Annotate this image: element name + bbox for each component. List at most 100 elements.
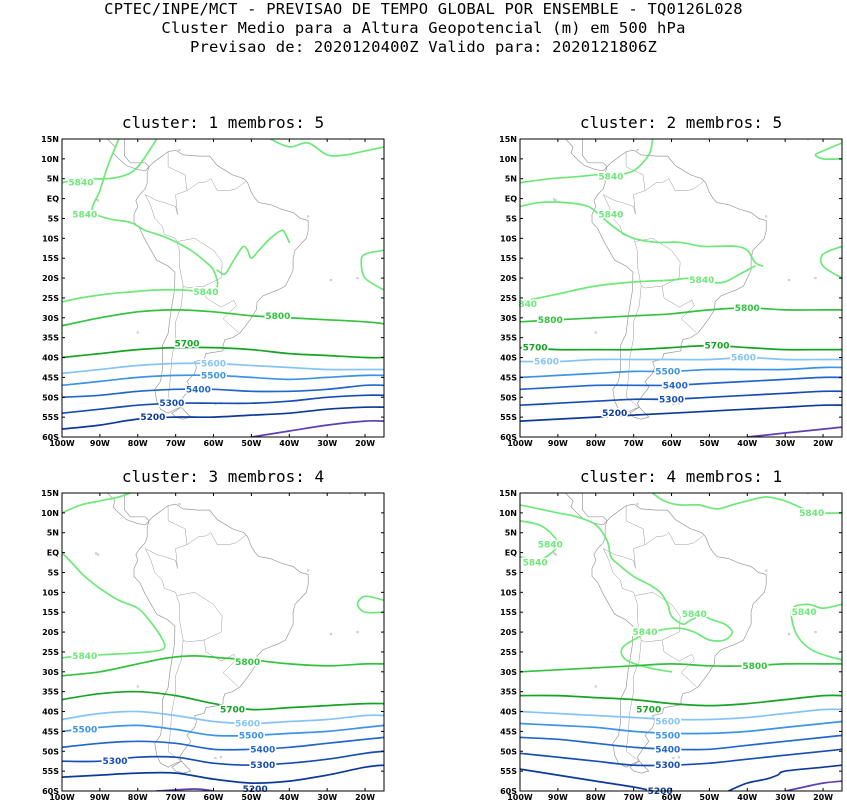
axis-layer: 15N10N5NEQ5S10S15S20S25S30S35S40S45S50S5… bbox=[41, 489, 384, 802]
contour-label-5300: 5300 bbox=[655, 761, 680, 771]
contour-5600 bbox=[520, 356, 842, 363]
island bbox=[96, 553, 100, 556]
lat-label: 5S bbox=[48, 568, 60, 577]
lon-label: 70W bbox=[166, 793, 186, 802]
country-border bbox=[614, 554, 636, 569]
contour-label-5800: 5800 bbox=[265, 312, 290, 322]
contour-label-5300: 5300 bbox=[250, 761, 275, 771]
lon-label: 30W bbox=[317, 793, 337, 802]
lon-label: 20W bbox=[355, 793, 375, 802]
country-border bbox=[156, 554, 178, 569]
lon-label: 60W bbox=[204, 439, 224, 448]
contour-5800 bbox=[520, 307, 842, 323]
contour-5300 bbox=[62, 394, 384, 415]
lon-label: 50W bbox=[241, 439, 261, 448]
contour-label-5400: 5400 bbox=[655, 745, 680, 755]
country-border bbox=[668, 532, 704, 545]
lat-label: 35S bbox=[500, 334, 517, 343]
tierra-del-fuego-coast bbox=[171, 760, 192, 774]
lat-label: 5N bbox=[505, 175, 517, 184]
contour-label-5500: 5500 bbox=[72, 725, 97, 735]
contour-5200 bbox=[62, 764, 384, 785]
contour-5600 bbox=[62, 710, 384, 725]
island bbox=[765, 569, 768, 572]
tierra-del-fuego-coast bbox=[629, 406, 650, 420]
lon-label: 80W bbox=[586, 439, 606, 448]
lat-label: 35S bbox=[42, 688, 59, 697]
island bbox=[636, 502, 639, 506]
lat-label: 10N bbox=[499, 155, 517, 164]
island bbox=[765, 215, 768, 218]
lat-label: 30S bbox=[42, 314, 59, 323]
island bbox=[329, 632, 333, 636]
map-frame bbox=[61, 492, 385, 792]
contour-label-5300: 5300 bbox=[103, 757, 128, 767]
country-border bbox=[625, 151, 646, 215]
contour-label-5800: 5800 bbox=[538, 316, 563, 326]
island bbox=[554, 553, 558, 556]
contour-5100 bbox=[746, 426, 842, 437]
lon-label: 30W bbox=[775, 793, 795, 802]
country-border bbox=[661, 285, 697, 333]
lat-label: 60S bbox=[500, 787, 517, 796]
contour-label-5840: 5840 bbox=[68, 179, 93, 189]
lat-label: 60S bbox=[500, 433, 517, 442]
island bbox=[214, 756, 217, 760]
country-border bbox=[602, 548, 634, 593]
panel-4-title: cluster: 4 membros: 1 bbox=[579, 467, 783, 486]
lat-label: 25S bbox=[42, 648, 59, 657]
lat-label: 40S bbox=[42, 354, 59, 363]
country-border bbox=[668, 178, 704, 191]
contour-label-5700: 5700 bbox=[704, 342, 729, 352]
country-border bbox=[210, 178, 246, 191]
contour-label-5400: 5400 bbox=[663, 381, 688, 391]
contour-5840 bbox=[520, 201, 764, 267]
contour-layer bbox=[520, 493, 842, 791]
lon-label: 50W bbox=[699, 439, 719, 448]
lon-label: 100W bbox=[507, 439, 533, 448]
lat-label: 40S bbox=[500, 708, 517, 717]
island bbox=[594, 685, 597, 688]
contour-5800 bbox=[520, 662, 842, 673]
contour-label-5700: 5700 bbox=[220, 706, 245, 716]
coastline-layer bbox=[94, 493, 359, 774]
header-subtitle: Cluster Medio para a Altura Geopotencial… bbox=[161, 19, 686, 37]
contour-label-5840: 5840 bbox=[193, 288, 218, 298]
lat-label: 5S bbox=[48, 214, 60, 223]
contour-5840 bbox=[62, 139, 219, 303]
contour-label-5700: 5700 bbox=[636, 706, 661, 716]
lat-label: 20S bbox=[42, 274, 59, 283]
contour-label-5500: 5500 bbox=[655, 367, 680, 377]
lon-label: 70W bbox=[624, 793, 644, 802]
island bbox=[136, 685, 139, 688]
contour-5840 bbox=[356, 595, 384, 614]
figure-header: CPTEC/INPE/MCT - PREVISAO DE TEMPO GLOBA… bbox=[0, 0, 847, 57]
contour-5100 bbox=[784, 780, 842, 791]
island bbox=[552, 552, 556, 555]
lon-label: 90W bbox=[548, 793, 568, 802]
lat-label: 15N bbox=[499, 489, 517, 498]
island bbox=[787, 278, 791, 282]
south-america-coast bbox=[591, 503, 767, 768]
tierra-del-fuego-coast bbox=[629, 760, 650, 774]
island bbox=[94, 552, 98, 555]
island bbox=[787, 632, 791, 636]
contour-label-5840: 5840 bbox=[682, 610, 707, 620]
lat-label: 45S bbox=[500, 727, 517, 736]
contour-label-5840: 5840 bbox=[523, 559, 548, 569]
lat-label: 40S bbox=[500, 354, 517, 363]
lat-label: 5N bbox=[505, 529, 517, 538]
island bbox=[806, 139, 810, 141]
panel-1-title: cluster: 1 membros: 5 bbox=[121, 113, 325, 132]
contour-5200 bbox=[62, 406, 384, 430]
contour-5200 bbox=[520, 768, 654, 791]
country-border bbox=[625, 505, 646, 569]
header-dates: Previsao de: 2020120400Z Valido para: 20… bbox=[189, 38, 658, 56]
contour-5840 bbox=[651, 493, 842, 515]
contour-5200 bbox=[727, 764, 842, 791]
contour-label-5300: 5300 bbox=[659, 395, 684, 405]
contour-5600 bbox=[62, 362, 384, 375]
lon-label: 30W bbox=[775, 439, 795, 448]
lat-label: 15S bbox=[42, 254, 59, 263]
lon-label: 50W bbox=[699, 793, 719, 802]
